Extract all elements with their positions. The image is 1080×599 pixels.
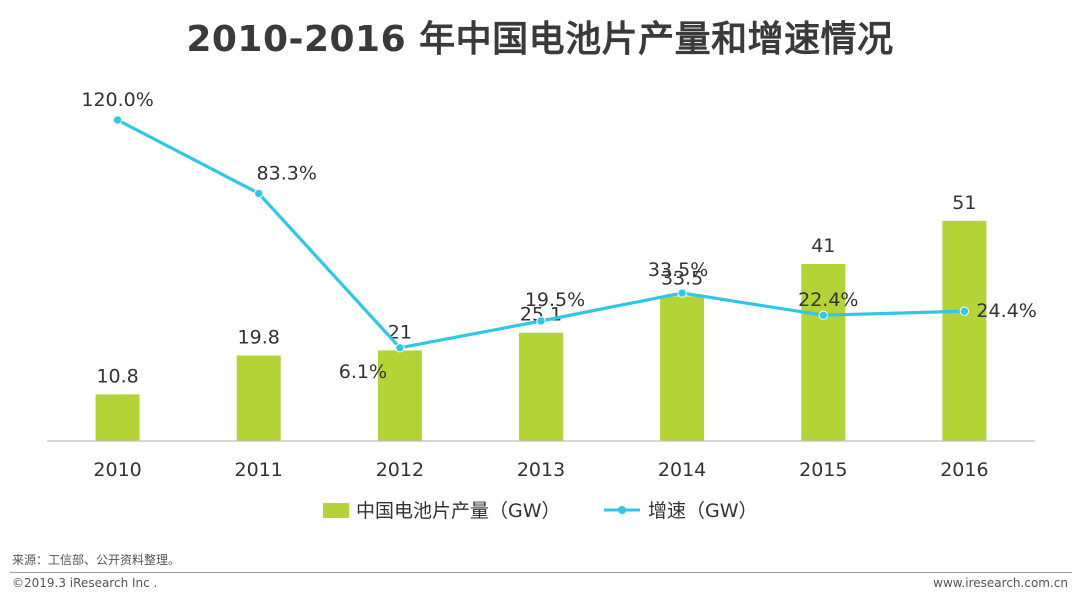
x-tick-2016: 2016 <box>940 459 988 481</box>
growth-label-2010: 120.0% <box>81 89 153 111</box>
chart-title: 2010-2016 年中国电池片产量和增速情况 <box>186 19 894 60</box>
x-tick-2013: 2013 <box>517 459 565 481</box>
growth-label-2014: 33.5% <box>648 259 708 281</box>
growth-label-2011: 83.3% <box>257 162 317 184</box>
legend-bar-label: 中国电池片产量（GW） <box>356 500 561 522</box>
x-tick-2011: 2011 <box>235 459 283 481</box>
bar-2011 <box>236 355 281 441</box>
x-axis-ticks: 2010 2011 2012 2013 2014 2015 2016 <box>93 459 988 481</box>
bar-label-2012: 21 <box>388 321 412 343</box>
bar-label-2015: 41 <box>811 235 835 257</box>
bar-label-2016: 51 <box>952 192 976 214</box>
source-note: 来源：工信部、公开资料整理。 <box>12 553 181 567</box>
bar-2012 <box>377 350 422 441</box>
growth-label-2013: 19.5% <box>525 289 585 311</box>
bar-2014 <box>660 296 705 441</box>
growth-point-2014 <box>677 288 687 298</box>
growth-label-2016: 24.4% <box>976 300 1036 322</box>
bar-2010 <box>95 394 140 441</box>
x-tick-2012: 2012 <box>376 459 424 481</box>
x-tick-2010: 2010 <box>93 459 141 481</box>
bar-2015 <box>801 264 846 441</box>
growth-point-2016 <box>959 306 970 316</box>
growth-point-2011 <box>254 188 264 199</box>
footer-divider <box>10 572 1072 573</box>
bar-2016 <box>942 220 987 441</box>
legend-line-marker <box>618 506 626 514</box>
growth-point-2013 <box>536 316 546 326</box>
legend: 中国电池片产量（GW） 增速（GW） <box>323 500 758 522</box>
x-tick-2014: 2014 <box>658 459 706 481</box>
growth-label-2015: 22.4% <box>798 289 858 311</box>
bar-label-2011: 19.8 <box>238 327 280 349</box>
line-layer: 120.0% 83.3% 6.1% 19.5% 33.5% 22.4% 24.4% <box>81 89 1036 383</box>
bar-2013 <box>519 332 563 441</box>
x-tick-2015: 2015 <box>799 459 847 481</box>
bar-label-2010: 10.8 <box>96 365 138 387</box>
growth-point-2010 <box>112 115 123 125</box>
growth-label-2012: 6.1% <box>339 361 387 383</box>
growth-point-2012 <box>395 343 405 353</box>
growth-point-2015 <box>818 310 828 320</box>
website-url: www.iresearch.com.cn <box>933 576 1068 590</box>
copyright: ©2019.3 iResearch Inc . <box>12 576 158 590</box>
bar-label-2014: 33.5 <box>661 267 703 289</box>
legend-bar-swatch <box>323 503 349 518</box>
legend-line-label: 增速（GW） <box>648 500 758 522</box>
